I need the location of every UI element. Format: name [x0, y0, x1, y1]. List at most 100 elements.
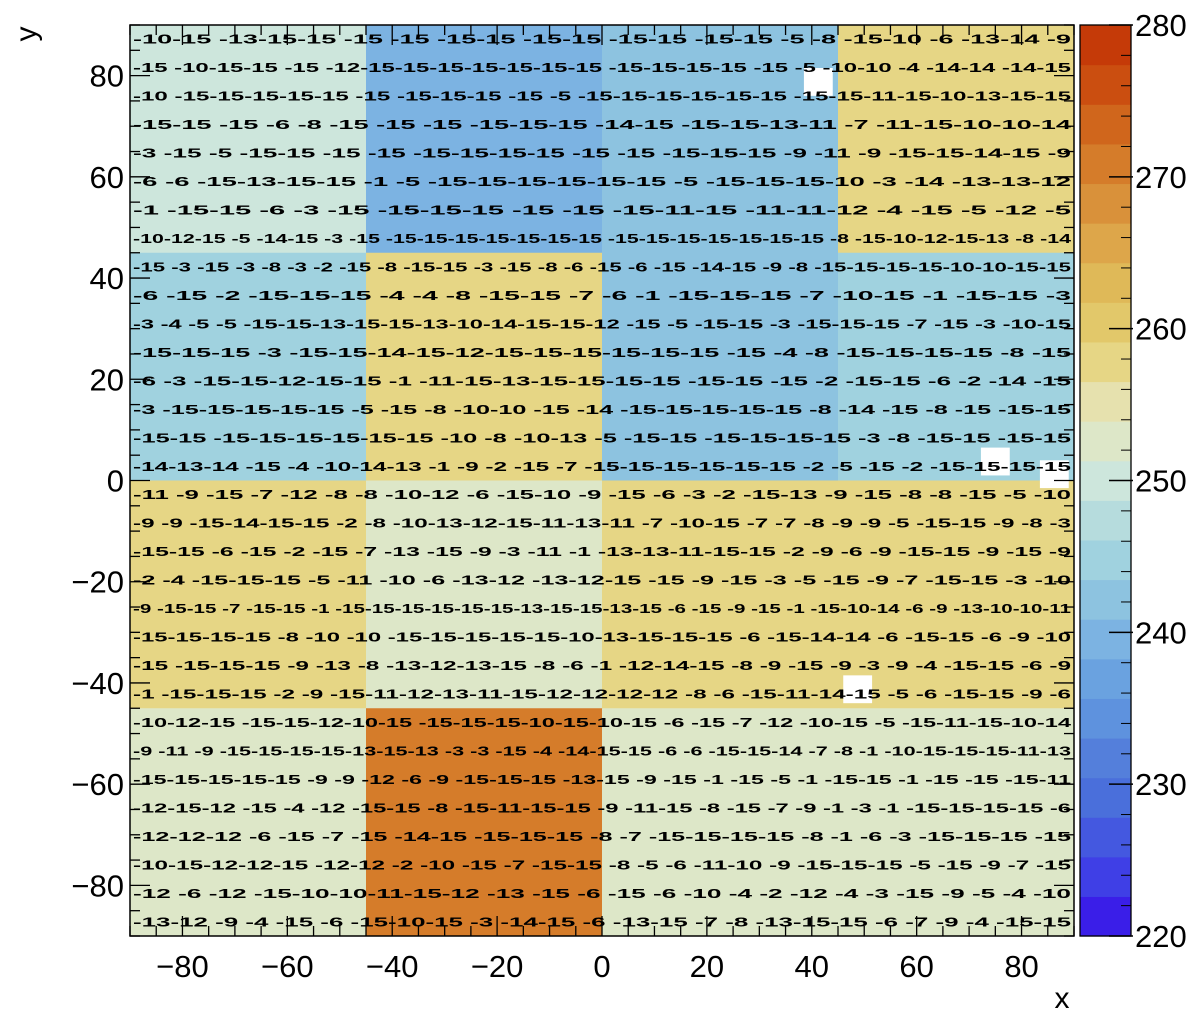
colorbar-segment — [1080, 619, 1131, 660]
y-tick-label: 40 — [90, 261, 124, 296]
bin-content-row: -6 -15 -2 -15-15-15 -4 -4 -8 -15-15 -7 -… — [133, 288, 1071, 303]
bin-content-row: -10-12-15 -15-15-12-10-15 -15-15-15-10-1… — [133, 715, 1072, 730]
heatmap-cell — [838, 252, 1075, 481]
bin-content-row: -9 -9 -15-14-15-15 -2 -8 -10-13-12-15-11… — [133, 516, 1071, 531]
bin-content-row: -9 -11 -9 -15-15-15-15-13-15-13 -3 -3 -1… — [133, 743, 1071, 758]
heatmap-cell — [838, 25, 1075, 254]
heatmap-cells — [130, 25, 1075, 937]
empty-bins — [803, 68, 1069, 704]
bin-content-row: -12 -6 -12 -15-10-10-11-15-12 -13 -15 -6… — [133, 886, 1071, 901]
colorbar-segment — [1080, 104, 1131, 145]
colorbar-tick-label: 220 — [1135, 919, 1187, 954]
x-tick-label: −20 — [471, 949, 524, 984]
bin-content-row: -11 -9 -15 -7 -12 -8 -8 -10-12 -6 -15-10… — [133, 487, 1071, 502]
heatmap-cell — [366, 25, 603, 254]
bin-content-row: -1 -15-15-15 -2 -9 -15-11-12-13-11-15-12… — [133, 687, 1071, 702]
empty-bin — [980, 447, 1010, 476]
heatmap-cell — [602, 708, 839, 937]
colorbar-segment — [1080, 579, 1131, 620]
x-tick-label: −60 — [261, 949, 314, 984]
colorbar-segment — [1080, 381, 1131, 422]
colorbar-tick-label: 260 — [1135, 312, 1187, 347]
heatmap-cell — [130, 25, 367, 254]
bin-content-row: -12-12-12 -6 -15 -7 -15 -14-15 -15-15-15… — [133, 829, 1071, 844]
empty-bin — [803, 68, 833, 96]
y-axis: −80 −60 −40 −20 0 20 40 60 80 — [71, 24, 1074, 937]
heatmap-cell — [130, 252, 367, 481]
x-tick-label: 20 — [690, 949, 724, 984]
bin-content-row: -15-15 -15-15-15-15-15-15 -10 -8 -10-13 … — [133, 430, 1071, 445]
x-axis: −80 −60 −40 −20 0 20 40 60 80 — [129, 25, 1075, 984]
bin-content-row: -15-15-15 -3 -15-15-14-15-12-15-15-15-15… — [133, 345, 1071, 360]
bin-content-row: -10-12-15 -5 -14-15 -3 -15 -15-15-15-15-… — [133, 231, 1072, 246]
y-tick-label: 20 — [90, 362, 124, 397]
colorbar-segment — [1080, 698, 1131, 739]
bin-content-row: -9 -15-15 -7 -15-15 -1 -15-15-15-15-15-1… — [133, 601, 1071, 616]
y-tick-label: −80 — [71, 868, 124, 903]
colorbar-segment — [1080, 658, 1131, 699]
heatmap-cell — [130, 708, 367, 937]
heatmap-cell — [838, 480, 1075, 709]
colorbar-segment — [1080, 500, 1131, 541]
bin-content-row: -6 -6 -15-13-15-15 -1 -5 -15-15-15-15-15… — [133, 174, 1071, 189]
colorbar-tick-label: 250 — [1135, 464, 1187, 499]
bin-content-row: -10 -15-15-15-15-15 -15 -15-15-15 -15 -5… — [133, 89, 1071, 104]
heatmap-cell — [130, 480, 367, 709]
colorbar-segment — [1080, 856, 1131, 897]
bin-content-row: -15-15-15-15 -8 -10 -10 -15-15-15-15-15-… — [133, 630, 1071, 645]
x-axis-label: x — [1055, 982, 1070, 1015]
y-axis-label: y — [10, 27, 43, 42]
heatmap-cell — [838, 708, 1075, 937]
bin-content-row: -15 -10-15-15 -15 -12-15-15-15-15-15-15-… — [133, 60, 1071, 75]
colorbar-segment — [1080, 302, 1131, 343]
y-tick-label: −20 — [71, 565, 124, 600]
y-tick-label: 60 — [90, 160, 124, 195]
bin-content-row: -6 -3 -15-15-12-15-15 -1 -11-15-13-15-15… — [133, 373, 1071, 388]
colorbar-segment — [1080, 341, 1131, 383]
heatmap-cell — [602, 25, 839, 254]
bin-content-row: -3 -15 -5 -15-15 -15 -15 -15-15-15-15 -1… — [133, 146, 1071, 161]
bin-content-row: -15-15 -6 -15 -2 -15 -7 -13 -15 -9 -3 -1… — [133, 544, 1071, 559]
colorbar-segment — [1080, 25, 1131, 66]
x-tick-label: −40 — [366, 949, 419, 984]
bin-content-row: -15 -3 -15 -3 -8 -3 -2 -15 -8 -15-15 -3 … — [133, 259, 1071, 274]
bin-content-row: -15-15-15-15-15 -9 -9 -12 -6 -9 -15-15-1… — [133, 772, 1071, 787]
bin-content-row: -15-15 -15 -6 -8 -15 -15 -15 -15-15-15 -… — [133, 117, 1073, 132]
bin-content-row: -14-13-14 -15 -4 -10-14-13 -1 -9 -2 -15 … — [133, 459, 1071, 474]
colorbar-segment — [1080, 223, 1131, 264]
colorbar-segment — [1080, 539, 1131, 581]
heatmap-cell — [366, 480, 603, 709]
bin-content-row: -1 -15-15 -6 -3 -15 -15-15-15 -15 -15 -1… — [133, 203, 1071, 218]
empty-bin — [1039, 460, 1069, 489]
colorbar-segment — [1080, 143, 1131, 185]
x-tick-label: 0 — [593, 949, 610, 984]
colorbar-tick-label: 270 — [1135, 160, 1187, 195]
empty-bin — [843, 675, 873, 704]
y-tick-label: 80 — [90, 59, 124, 94]
heatmap-cell — [366, 252, 603, 481]
bin-content-row: -3 -4 -5 -5 -15-15-13-15-15-13-10-14-15-… — [133, 316, 1071, 331]
colorbar-segment — [1080, 421, 1131, 462]
heatmap-cell — [602, 480, 839, 709]
colorbar-segment — [1080, 737, 1131, 779]
bin-content-row: -3 -15-15-15-15-15 -5 -15 -8 -10-10 -15 … — [133, 402, 1071, 417]
colorbar-segment — [1080, 262, 1131, 303]
colorbar-segment — [1080, 183, 1131, 224]
colorbar-segment — [1080, 817, 1131, 858]
bin-content-row: -2 -4 -15-15-15 -5 -11 -10 -6 -13-12 -13… — [133, 573, 1071, 588]
colorbar-tick-label: 230 — [1135, 767, 1187, 802]
colorbar-tick-label: 240 — [1135, 615, 1187, 650]
x-tick-label: 60 — [899, 949, 933, 984]
y-tick-label: −40 — [71, 666, 124, 701]
x-tick-label: −80 — [156, 949, 209, 984]
bin-content-row: -10-15-12-12-15 -12-12 -2 -10 -15 -7 -15… — [133, 857, 1071, 872]
bin-content-row: -15 -15-15-15 -9 -13 -8 -13-12-13-15 -8 … — [133, 658, 1071, 673]
colorbar-segment — [1080, 896, 1131, 937]
colorbar-segment — [1080, 64, 1131, 105]
y-tick-label: −60 — [71, 767, 124, 802]
heatmap-cell — [602, 252, 839, 481]
x-tick-label: 80 — [1004, 949, 1038, 984]
bin-content-row: -12-15-12 -15 -4 -12 -15-15 -8 -15-11-15… — [133, 800, 1071, 815]
